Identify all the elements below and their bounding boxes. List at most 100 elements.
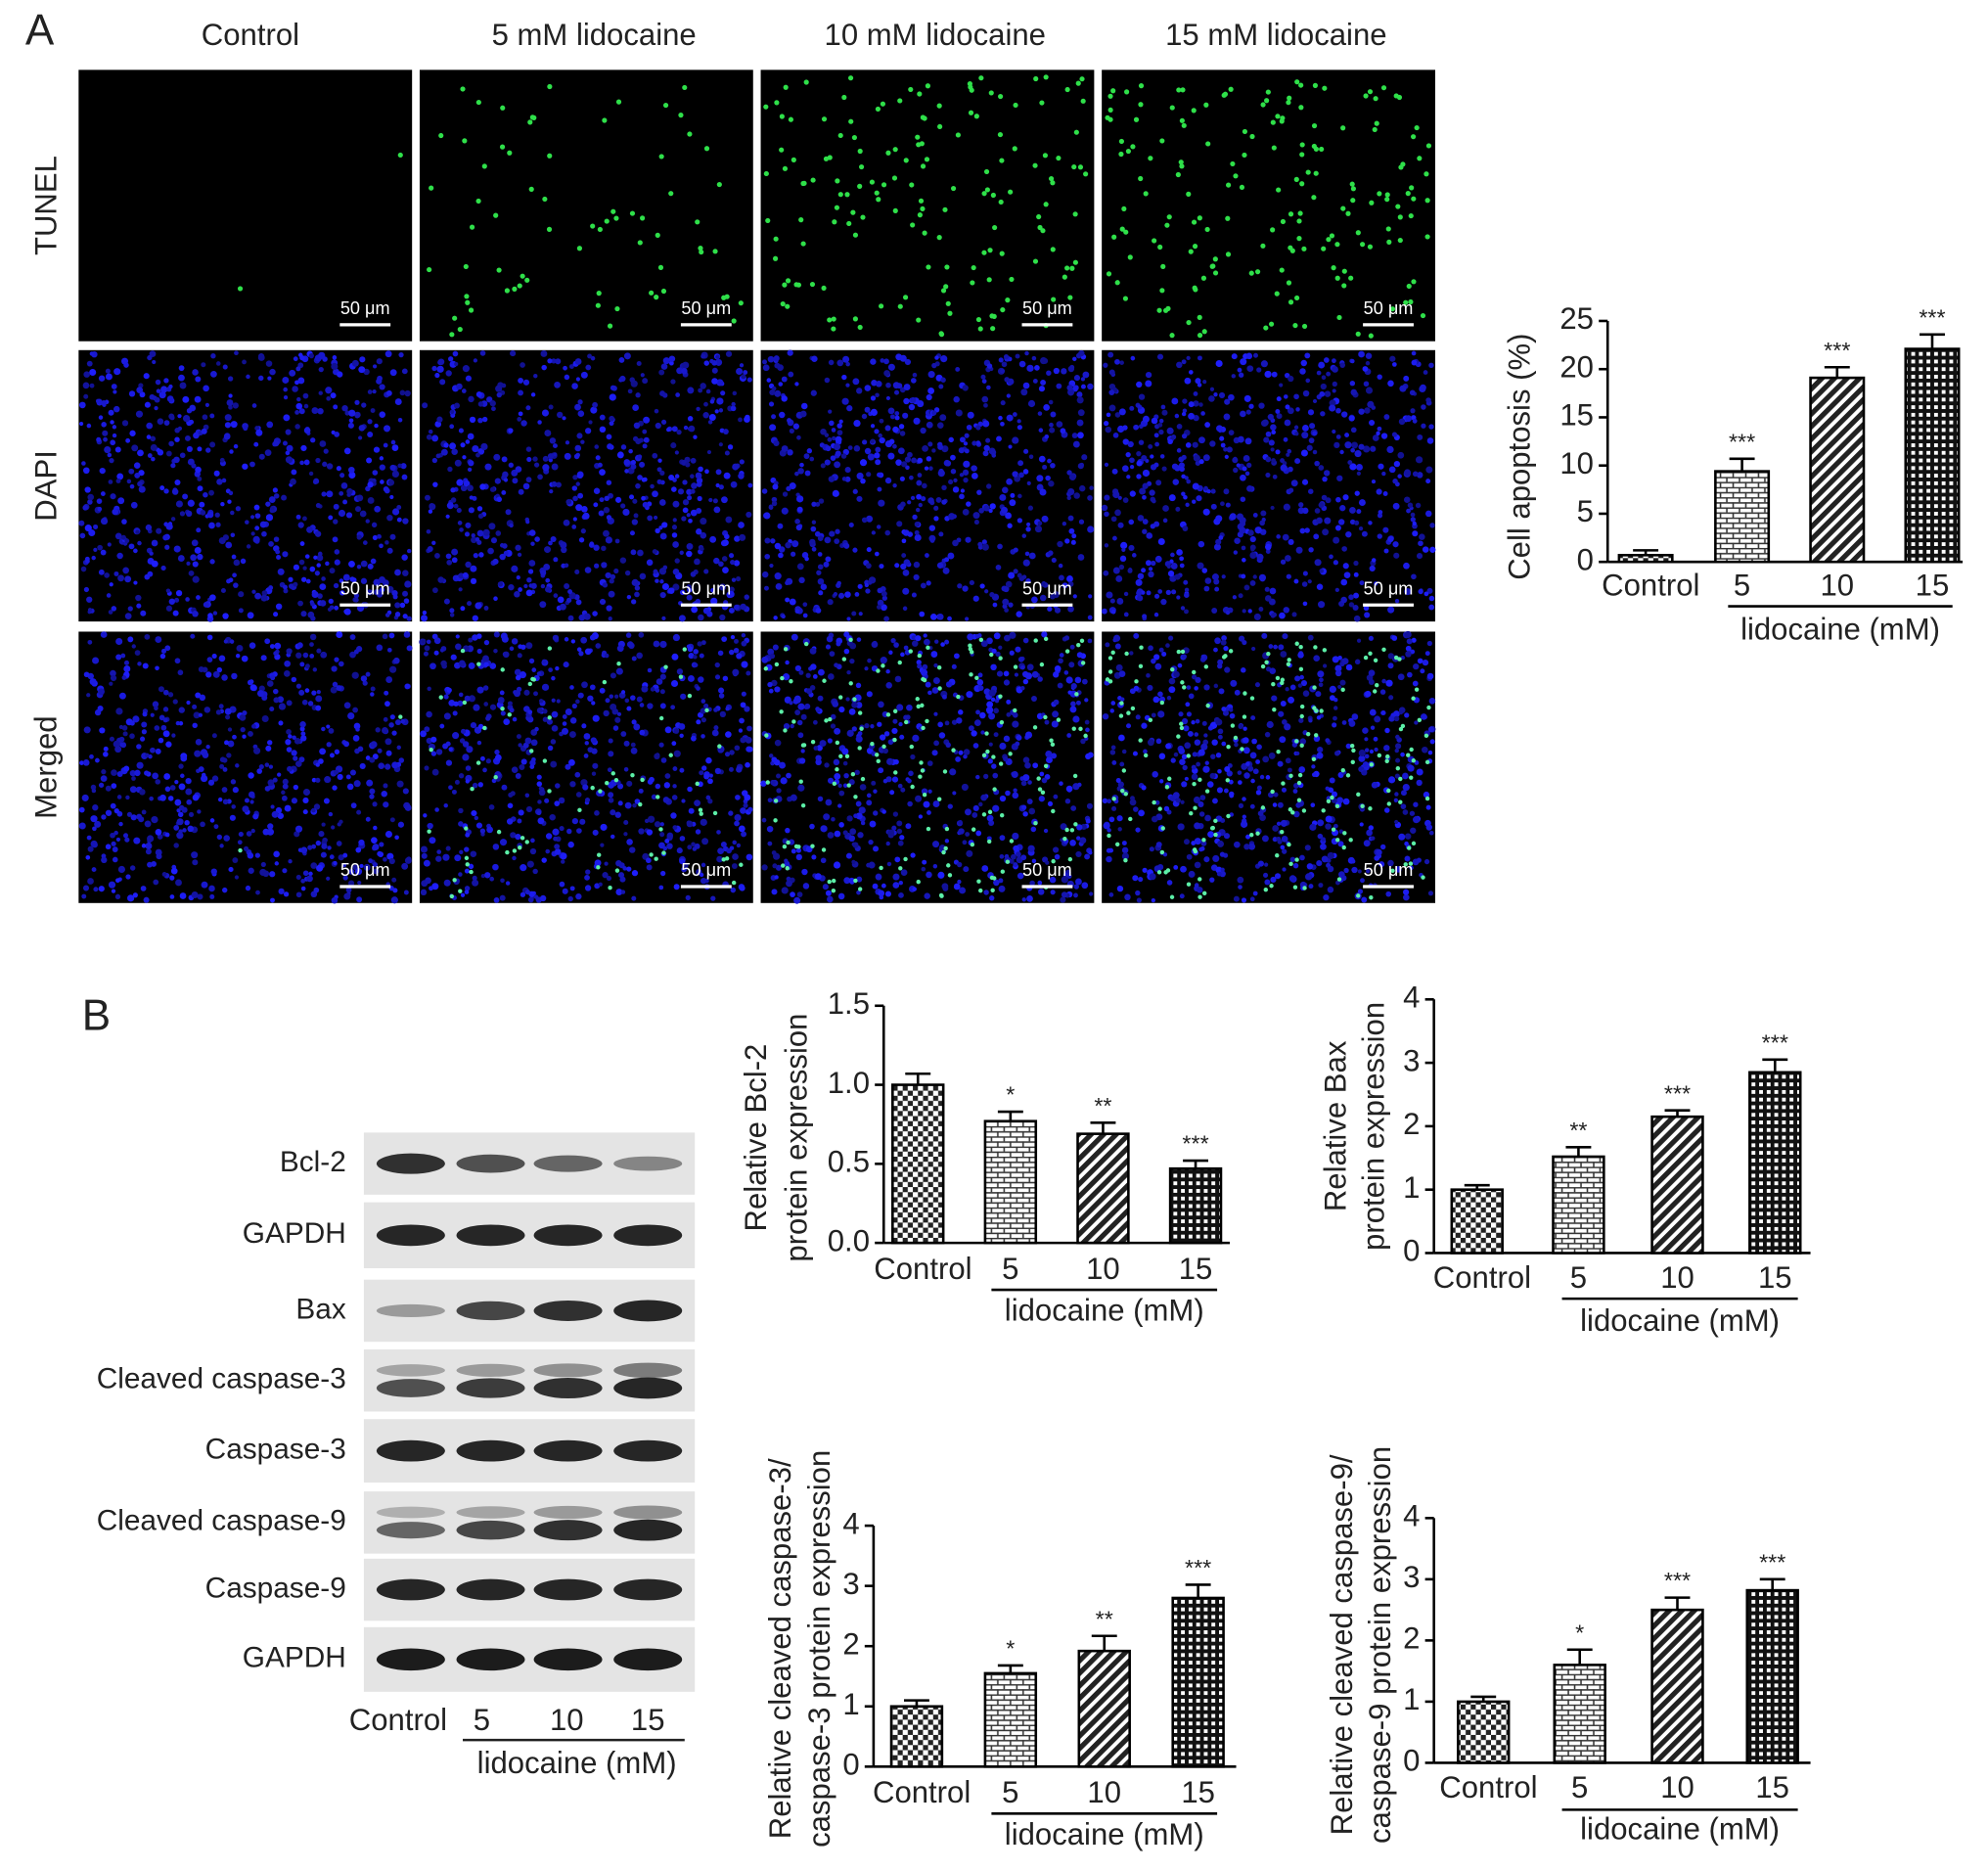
nucleus bbox=[1208, 395, 1215, 402]
nucleus bbox=[777, 523, 784, 529]
micrograph: 50 μm bbox=[760, 69, 1095, 342]
nucleus bbox=[679, 767, 685, 773]
nucleus bbox=[367, 431, 374, 437]
nucleus bbox=[1418, 540, 1423, 547]
nucleus bbox=[453, 503, 459, 509]
nucleus bbox=[297, 377, 305, 385]
nucleus bbox=[389, 464, 396, 472]
nucleus bbox=[563, 365, 567, 371]
nucleus bbox=[1240, 496, 1246, 502]
nucleus bbox=[603, 709, 610, 717]
nucleus bbox=[376, 644, 384, 652]
nucleus bbox=[458, 807, 464, 814]
nucleus bbox=[744, 794, 751, 801]
tunel-dot bbox=[1409, 185, 1415, 191]
nucleus bbox=[741, 831, 747, 838]
nucleus bbox=[178, 829, 183, 834]
tunel-dot bbox=[881, 182, 887, 188]
nucleus bbox=[1017, 872, 1024, 880]
nucleus bbox=[600, 823, 608, 831]
nucleus bbox=[993, 708, 999, 714]
nucleus bbox=[287, 765, 293, 772]
nucleus bbox=[362, 540, 368, 545]
tunel-dot bbox=[1179, 117, 1185, 123]
column-header: 5 mM lidocaine bbox=[492, 18, 697, 52]
nucleus bbox=[288, 734, 293, 739]
nucleus bbox=[1138, 393, 1146, 400]
nucleus bbox=[574, 403, 581, 411]
nucleus bbox=[443, 879, 451, 887]
nucleus bbox=[1421, 423, 1426, 429]
nucleus bbox=[1302, 571, 1308, 576]
nucleus bbox=[1353, 560, 1359, 567]
nucleus bbox=[917, 663, 923, 669]
nucleus bbox=[291, 676, 297, 683]
nucleus bbox=[1082, 371, 1090, 379]
nucleus bbox=[302, 788, 311, 797]
nucleus bbox=[933, 662, 938, 668]
nucleus bbox=[708, 773, 713, 778]
nucleus bbox=[615, 667, 623, 675]
nucleus bbox=[886, 757, 894, 765]
nucleus bbox=[160, 724, 167, 731]
nucleus bbox=[986, 385, 991, 390]
nucleus bbox=[382, 633, 388, 640]
nucleus bbox=[317, 593, 323, 599]
nucleus bbox=[268, 764, 274, 769]
nucleus bbox=[597, 462, 603, 468]
nucleus bbox=[798, 576, 805, 584]
nucleus bbox=[871, 530, 876, 535]
nucleus bbox=[449, 608, 455, 614]
nucleus bbox=[768, 504, 774, 509]
tunel-dot bbox=[987, 248, 993, 253]
tunel-dot bbox=[1405, 191, 1411, 197]
nucleus bbox=[300, 444, 307, 452]
nucleus bbox=[1088, 594, 1093, 599]
nucleus bbox=[354, 399, 360, 405]
nucleus bbox=[175, 720, 181, 726]
nucleus bbox=[101, 814, 107, 820]
scale-bar-label: 50 μm bbox=[1022, 298, 1072, 318]
nucleus bbox=[482, 685, 489, 691]
nucleus bbox=[132, 715, 140, 723]
nucleus bbox=[981, 543, 989, 551]
nucleus bbox=[1183, 494, 1188, 500]
tunel-dot bbox=[920, 768, 926, 773]
nucleus bbox=[843, 877, 851, 885]
nucleus bbox=[953, 883, 961, 890]
nucleus bbox=[493, 896, 500, 903]
nucleus bbox=[996, 670, 1004, 677]
nucleus bbox=[128, 543, 135, 550]
nucleus bbox=[1150, 454, 1154, 459]
nucleus bbox=[113, 740, 120, 748]
nucleus bbox=[1202, 454, 1210, 462]
nucleus bbox=[870, 408, 878, 416]
nucleus bbox=[893, 642, 899, 648]
nucleus bbox=[477, 401, 484, 407]
nucleus bbox=[655, 688, 660, 693]
nucleus bbox=[594, 563, 600, 569]
tunel-dot bbox=[857, 324, 863, 331]
tunel-dot bbox=[943, 284, 949, 290]
nucleus bbox=[770, 779, 776, 786]
tunel-dot bbox=[834, 205, 840, 210]
nucleus bbox=[229, 449, 234, 454]
tunel-dot bbox=[438, 695, 443, 700]
nucleus bbox=[545, 848, 551, 854]
nucleus bbox=[1006, 699, 1012, 705]
tunel-dot bbox=[764, 733, 769, 738]
nucleus bbox=[846, 815, 853, 822]
nucleus bbox=[836, 359, 844, 367]
nucleus bbox=[827, 895, 834, 903]
nucleus bbox=[326, 490, 334, 498]
tunel-dot bbox=[1294, 295, 1300, 301]
nucleus bbox=[898, 891, 904, 898]
nucleus bbox=[775, 864, 782, 871]
nucleus bbox=[93, 547, 98, 552]
nucleus bbox=[931, 750, 938, 756]
nucleus bbox=[671, 653, 679, 661]
tunel-dot bbox=[1204, 226, 1210, 233]
nucleus bbox=[180, 754, 188, 762]
tunel-dot bbox=[1043, 636, 1049, 642]
tunel-dot bbox=[1311, 195, 1317, 201]
